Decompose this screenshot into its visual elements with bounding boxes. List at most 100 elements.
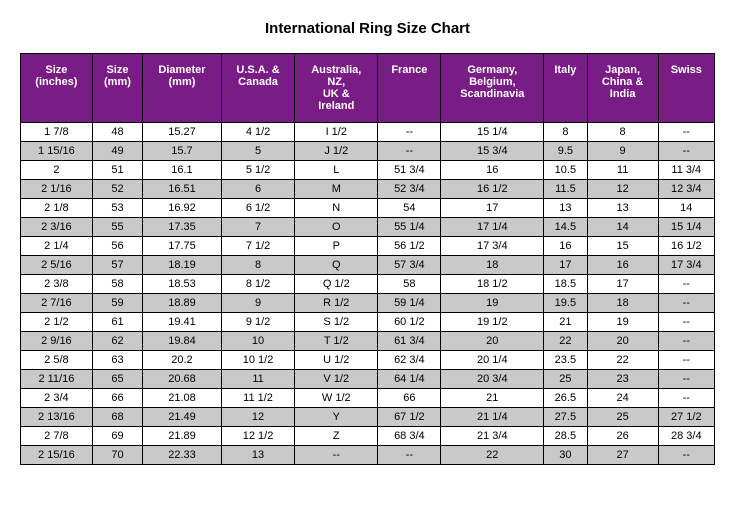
cell-12-6: 20 1/4: [441, 351, 544, 370]
cell-1-2: 15.7: [143, 142, 222, 161]
col-header-9: Swiss: [658, 54, 714, 123]
cell-1-5: --: [378, 142, 441, 161]
table-row: 2 15/167022.3313----223027--: [21, 446, 715, 465]
cell-2-4: L: [295, 161, 378, 180]
cell-5-0: 2 3/16: [21, 218, 93, 237]
col-header-8: Japan,China &India: [587, 54, 658, 123]
cell-6-2: 17.75: [143, 237, 222, 256]
cell-15-1: 68: [92, 408, 142, 427]
cell-5-3: 7: [221, 218, 295, 237]
cell-17-7: 30: [544, 446, 588, 465]
cell-11-3: 10: [221, 332, 295, 351]
cell-15-3: 12: [221, 408, 295, 427]
cell-14-8: 24: [587, 389, 658, 408]
cell-6-8: 15: [587, 237, 658, 256]
cell-12-4: U 1/2: [295, 351, 378, 370]
cell-2-6: 16: [441, 161, 544, 180]
cell-4-0: 2 1/8: [21, 199, 93, 218]
cell-4-7: 13: [544, 199, 588, 218]
cell-13-0: 2 11/16: [21, 370, 93, 389]
cell-3-7: 11.5: [544, 180, 588, 199]
cell-16-4: Z: [295, 427, 378, 446]
cell-1-7: 9.5: [544, 142, 588, 161]
cell-0-8: 8: [587, 123, 658, 142]
cell-16-5: 68 3/4: [378, 427, 441, 446]
cell-17-2: 22.33: [143, 446, 222, 465]
cell-13-1: 65: [92, 370, 142, 389]
cell-10-3: 9 1/2: [221, 313, 295, 332]
cell-14-6: 21: [441, 389, 544, 408]
cell-0-0: 1 7/8: [21, 123, 93, 142]
cell-3-8: 12: [587, 180, 658, 199]
cell-1-8: 9: [587, 142, 658, 161]
cell-11-9: --: [658, 332, 714, 351]
cell-3-0: 2 1/16: [21, 180, 93, 199]
cell-17-4: --: [295, 446, 378, 465]
cell-11-7: 22: [544, 332, 588, 351]
cell-10-5: 60 1/2: [378, 313, 441, 332]
cell-13-6: 20 3/4: [441, 370, 544, 389]
cell-0-6: 15 1/4: [441, 123, 544, 142]
cell-13-4: V 1/2: [295, 370, 378, 389]
cell-6-0: 2 1/4: [21, 237, 93, 256]
cell-3-2: 16.51: [143, 180, 222, 199]
cell-9-0: 2 7/16: [21, 294, 93, 313]
cell-14-7: 26.5: [544, 389, 588, 408]
cell-9-9: --: [658, 294, 714, 313]
col-header-5: France: [378, 54, 441, 123]
cell-2-2: 16.1: [143, 161, 222, 180]
cell-9-1: 59: [92, 294, 142, 313]
cell-3-4: M: [295, 180, 378, 199]
cell-17-9: --: [658, 446, 714, 465]
cell-11-5: 61 3/4: [378, 332, 441, 351]
table-row: 2 1/85316.926 1/2N5417131314: [21, 199, 715, 218]
header-row: Size (inches)Size (mm)Diameter (mm)U.S.A…: [21, 54, 715, 123]
cell-6-6: 17 3/4: [441, 237, 544, 256]
cell-1-9: --: [658, 142, 714, 161]
cell-6-1: 56: [92, 237, 142, 256]
table-row: 2 1/45617.757 1/2P56 1/217 3/4161516 1/2: [21, 237, 715, 256]
col-header-7: Italy: [544, 54, 588, 123]
cell-17-6: 22: [441, 446, 544, 465]
cell-6-7: 16: [544, 237, 588, 256]
table-row: 1 15/164915.75J 1/2--15 3/49.59--: [21, 142, 715, 161]
cell-8-8: 17: [587, 275, 658, 294]
table-row: 2 1/165216.516M52 3/416 1/211.51212 3/4: [21, 180, 715, 199]
cell-6-9: 16 1/2: [658, 237, 714, 256]
cell-10-2: 19.41: [143, 313, 222, 332]
cell-13-8: 23: [587, 370, 658, 389]
cell-5-5: 55 1/4: [378, 218, 441, 237]
cell-7-5: 57 3/4: [378, 256, 441, 275]
cell-17-3: 13: [221, 446, 295, 465]
cell-3-9: 12 3/4: [658, 180, 714, 199]
cell-13-7: 25: [544, 370, 588, 389]
cell-9-8: 18: [587, 294, 658, 313]
cell-8-5: 58: [378, 275, 441, 294]
cell-14-1: 66: [92, 389, 142, 408]
table-row: 2 7/86921.8912 1/2Z68 3/421 3/428.52628 …: [21, 427, 715, 446]
cell-12-1: 63: [92, 351, 142, 370]
cell-4-1: 53: [92, 199, 142, 218]
cell-0-5: --: [378, 123, 441, 142]
cell-12-2: 20.2: [143, 351, 222, 370]
col-header-2: Diameter (mm): [143, 54, 222, 123]
col-header-1: Size (mm): [92, 54, 142, 123]
cell-8-2: 18.53: [143, 275, 222, 294]
cell-10-1: 61: [92, 313, 142, 332]
cell-0-7: 8: [544, 123, 588, 142]
cell-4-2: 16.92: [143, 199, 222, 218]
cell-5-1: 55: [92, 218, 142, 237]
table-row: 2 13/166821.4912Y67 1/221 1/427.52527 1/…: [21, 408, 715, 427]
cell-7-9: 17 3/4: [658, 256, 714, 275]
cell-16-6: 21 3/4: [441, 427, 544, 446]
col-header-0: Size (inches): [21, 54, 93, 123]
cell-16-2: 21.89: [143, 427, 222, 446]
cell-5-9: 15 1/4: [658, 218, 714, 237]
cell-13-2: 20.68: [143, 370, 222, 389]
cell-0-9: --: [658, 123, 714, 142]
cell-9-3: 9: [221, 294, 295, 313]
cell-16-9: 28 3/4: [658, 427, 714, 446]
cell-11-1: 62: [92, 332, 142, 351]
cell-0-2: 15.27: [143, 123, 222, 142]
cell-11-6: 20: [441, 332, 544, 351]
